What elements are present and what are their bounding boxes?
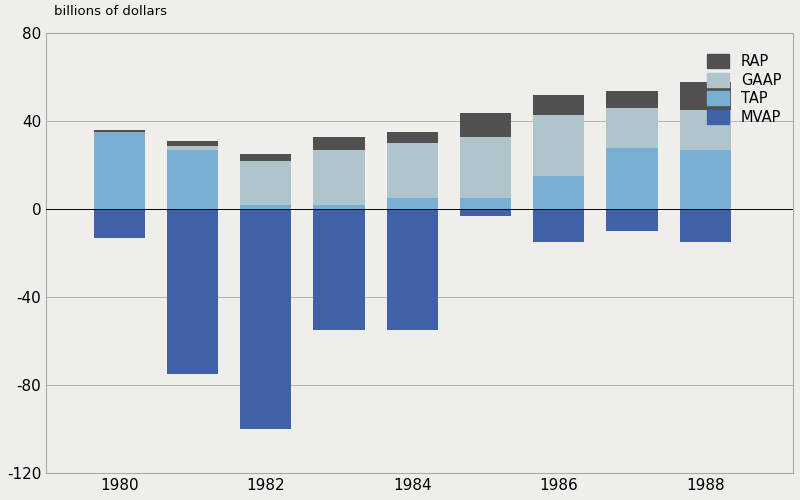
Bar: [679, 210, 731, 242]
Bar: [386, 144, 438, 199]
Text: billions of dollars: billions of dollars: [54, 5, 166, 18]
Bar: [606, 148, 658, 210]
Bar: [460, 198, 511, 209]
Bar: [167, 146, 218, 150]
Bar: [94, 132, 145, 210]
Bar: [386, 132, 438, 143]
Bar: [679, 110, 731, 150]
Bar: [533, 95, 584, 115]
Bar: [679, 150, 731, 210]
Bar: [606, 210, 658, 232]
Bar: [240, 210, 291, 429]
Bar: [533, 176, 584, 210]
Bar: [460, 112, 511, 137]
Bar: [314, 137, 365, 150]
Bar: [240, 154, 291, 161]
Bar: [314, 210, 365, 330]
Bar: [386, 198, 438, 209]
Legend: RAP, GAAP, TAP, MVAP: RAP, GAAP, TAP, MVAP: [703, 50, 786, 129]
Bar: [167, 141, 218, 146]
Bar: [240, 205, 291, 210]
Bar: [314, 205, 365, 210]
Bar: [460, 137, 511, 198]
Bar: [314, 150, 365, 205]
Bar: [94, 210, 145, 238]
Bar: [460, 210, 511, 216]
Bar: [533, 210, 584, 242]
Bar: [679, 82, 731, 110]
Bar: [533, 115, 584, 176]
Bar: [606, 108, 658, 148]
Bar: [606, 90, 658, 108]
Bar: [167, 150, 218, 210]
Bar: [94, 130, 145, 132]
Bar: [386, 210, 438, 330]
Bar: [240, 161, 291, 205]
Bar: [167, 210, 218, 374]
